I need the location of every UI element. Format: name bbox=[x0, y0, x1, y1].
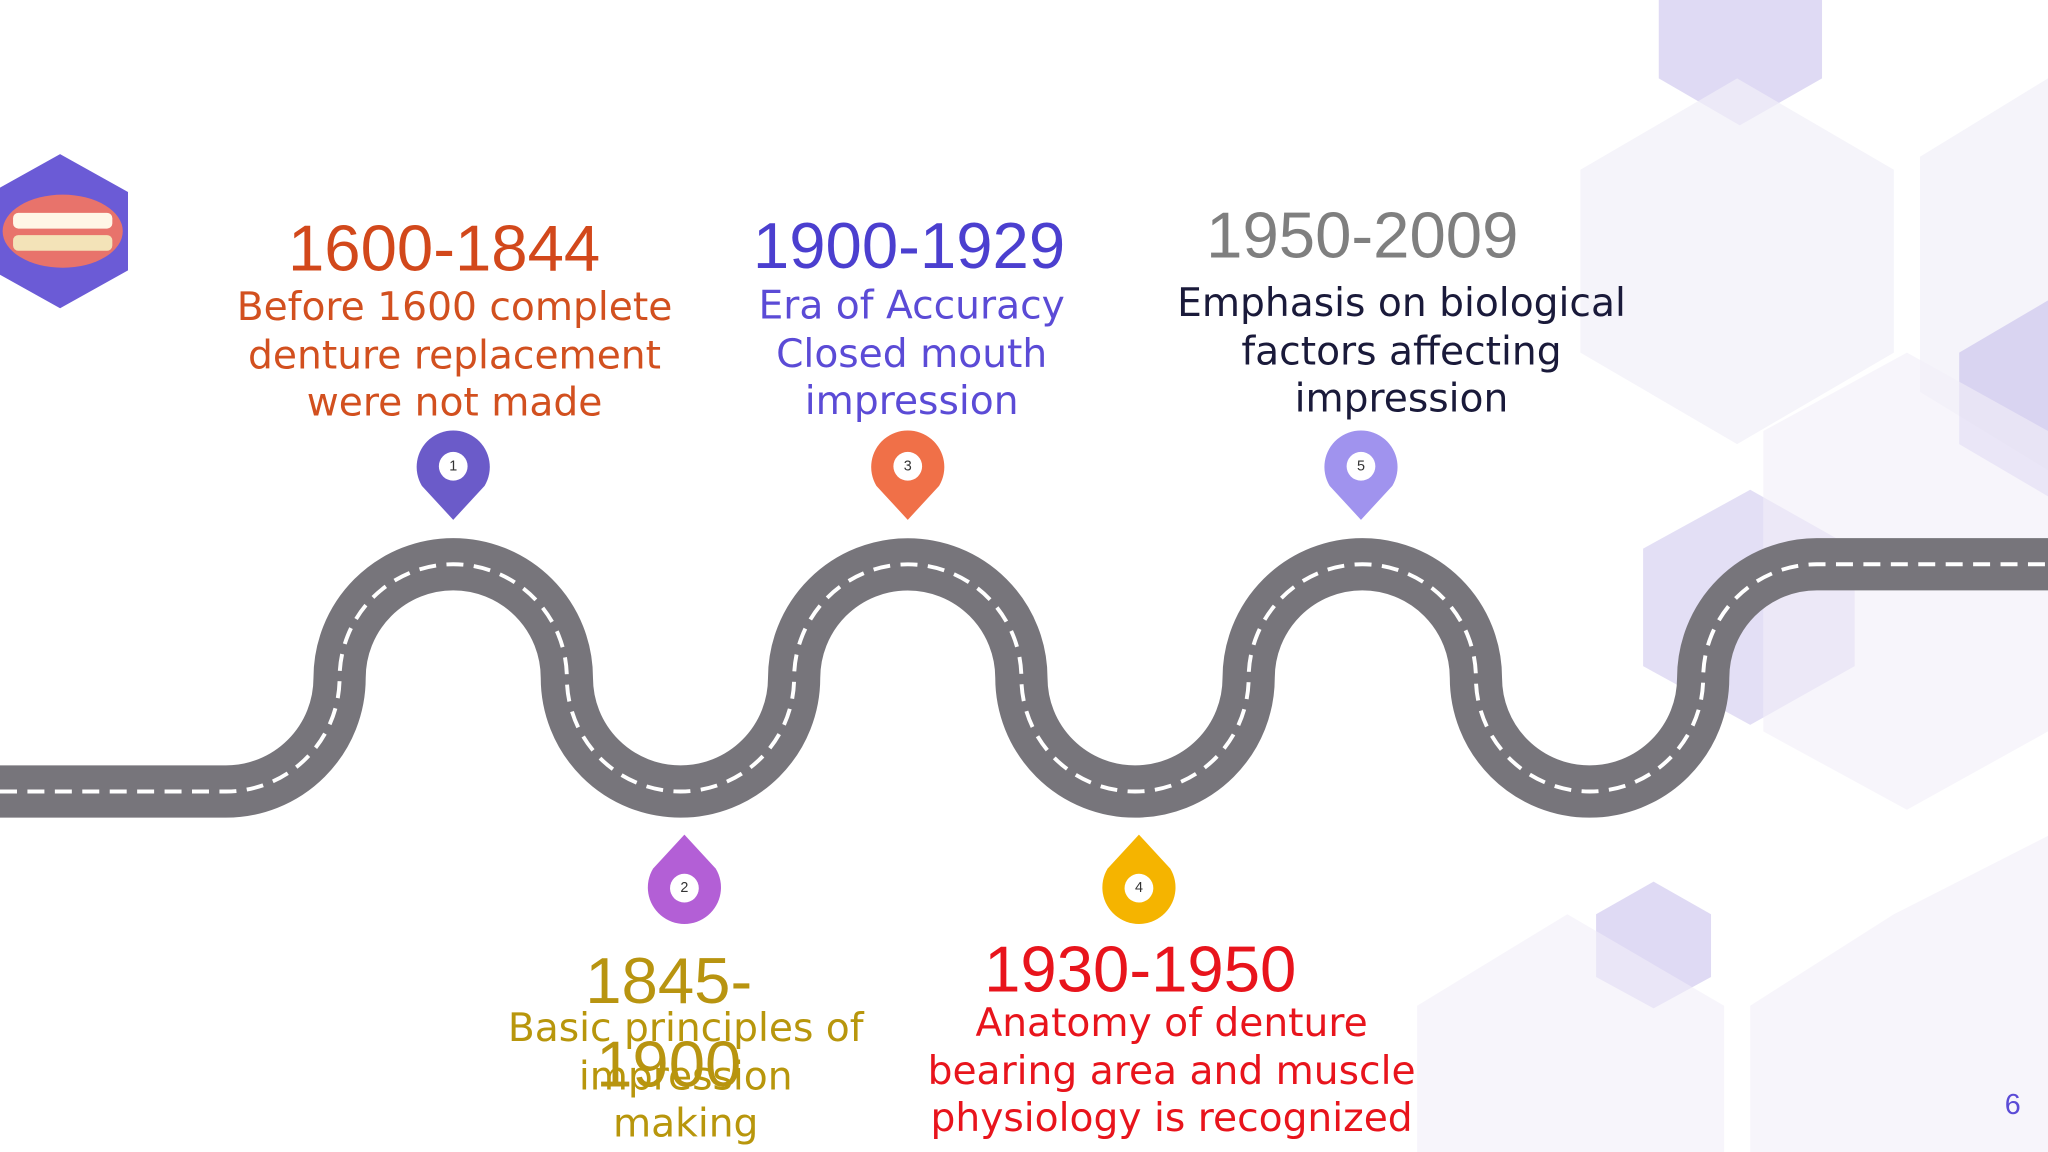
period: 1950-2009 bbox=[1206, 198, 1518, 271]
hexagon bbox=[1580, 78, 1894, 445]
hexagon bbox=[1417, 914, 1725, 1152]
pin-dot bbox=[438, 451, 468, 481]
pin-number: 4 bbox=[1135, 880, 1143, 896]
hexagon bbox=[1920, 78, 2048, 471]
pin-number: 5 bbox=[1357, 458, 1365, 474]
lower-teeth bbox=[13, 235, 113, 251]
description: physiology is recognized bbox=[931, 1096, 1413, 1141]
period: 1600-1844 bbox=[288, 211, 600, 284]
description: making bbox=[613, 1101, 758, 1146]
description: Emphasis on biological bbox=[1177, 281, 1626, 326]
description: impression bbox=[805, 379, 1019, 424]
hexagon-decor bbox=[1417, 0, 2048, 1152]
denture-icon bbox=[0, 154, 128, 309]
milestone: 5 1950-2009 Emphasis on biologicalfactors … bbox=[1177, 198, 1626, 520]
hexagon bbox=[1658, 0, 1823, 126]
road bbox=[0, 538, 2048, 818]
description: impression bbox=[1295, 376, 1509, 421]
pin-number: 3 bbox=[904, 458, 912, 474]
road-dashes bbox=[0, 562, 2048, 794]
period: 1900 bbox=[596, 1028, 741, 1101]
description: bearing area and muscle bbox=[928, 1049, 1416, 1094]
pin-dot bbox=[893, 451, 923, 481]
description: denture replacement bbox=[248, 333, 661, 378]
upper-teeth bbox=[13, 212, 113, 229]
period: 1845- bbox=[585, 944, 752, 1017]
description: Anatomy of denture bbox=[975, 1001, 1367, 1046]
pin-dot bbox=[1124, 873, 1154, 903]
description: impression bbox=[579, 1054, 793, 1099]
hexagon bbox=[1750, 835, 2048, 1152]
period: 1900-1929 bbox=[753, 209, 1065, 282]
gums bbox=[2, 194, 123, 268]
description: Closed mouth bbox=[776, 332, 1047, 377]
pin-number: 2 bbox=[680, 880, 688, 896]
page-number: 6 bbox=[2005, 1089, 2021, 1121]
pin-number: 1 bbox=[449, 458, 457, 474]
period: 1930-1950 bbox=[984, 932, 1296, 1005]
description: Before 1600 complete bbox=[237, 285, 673, 330]
description: factors affecting bbox=[1241, 329, 1561, 374]
description: Basic principles of bbox=[508, 1006, 865, 1051]
pin-dot bbox=[670, 873, 699, 903]
pin-dot bbox=[1346, 451, 1376, 481]
description: Era of Accuracy bbox=[758, 284, 1064, 329]
description: were not made bbox=[307, 380, 603, 425]
